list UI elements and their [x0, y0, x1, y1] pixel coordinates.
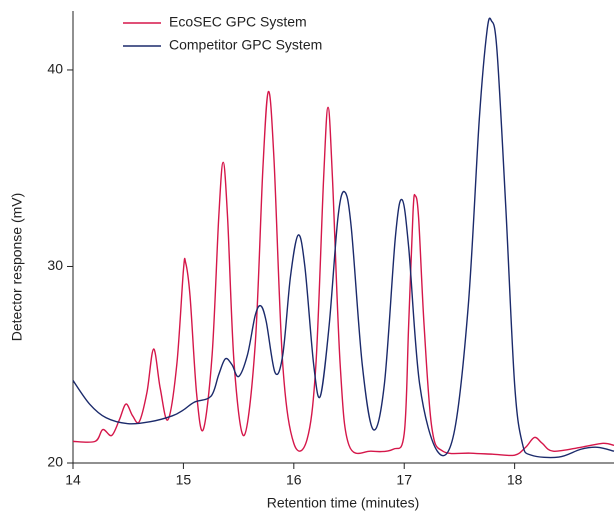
y-tick-label: 40 [47, 61, 63, 77]
y-tick-label: 30 [47, 257, 63, 273]
x-tick-label: 17 [396, 472, 412, 488]
legend-label: EcoSEC GPC System [169, 14, 307, 30]
x-tick-label: 14 [65, 472, 81, 488]
x-tick-label: 15 [176, 472, 192, 488]
y-tick-label: 20 [47, 454, 63, 470]
legend-label: Competitor GPC System [169, 37, 322, 53]
y-axis-label: Detector response (mV) [9, 193, 25, 342]
x-tick-label: 18 [507, 472, 523, 488]
series-line [72, 90, 615, 457]
x-tick-label: 16 [286, 472, 302, 488]
x-axis-label: Retention time (minutes) [267, 495, 420, 511]
series-line [72, 17, 615, 459]
